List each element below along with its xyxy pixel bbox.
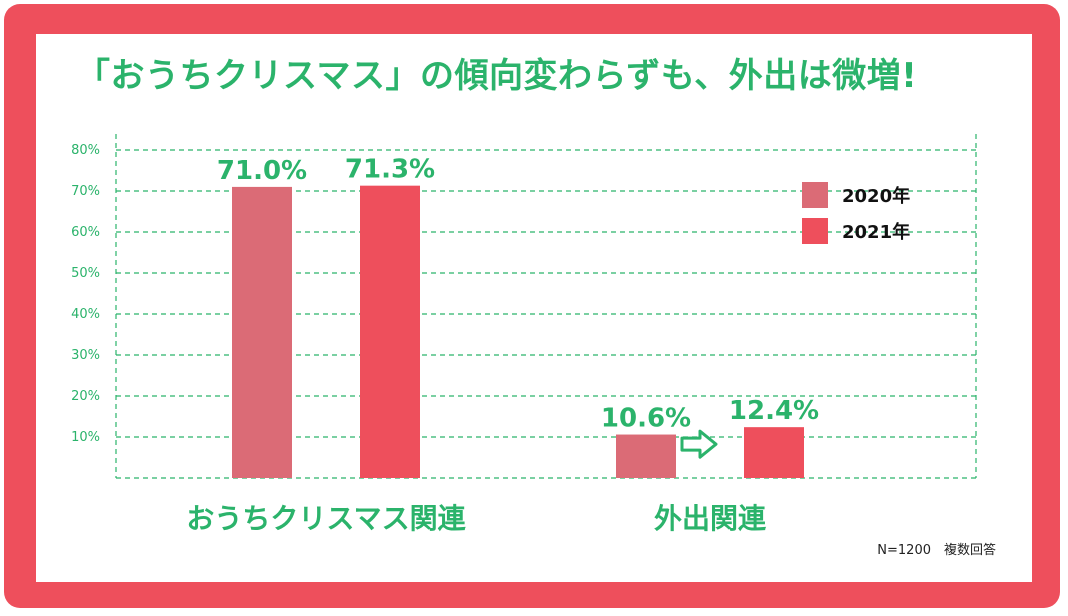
- data-label: 12.4%: [729, 396, 819, 426]
- data-label: 71.3%: [345, 155, 435, 185]
- right-arrow-icon: [680, 429, 718, 459]
- sample-note: N=1200 複数回答: [877, 543, 996, 558]
- data-labels: 71.0% 71.3% 10.6% 12.4%: [217, 155, 819, 434]
- y-tick-label: 20%: [71, 389, 100, 404]
- bar-2021年-おうちクリスマス関連: [360, 185, 420, 479]
- y-tick-label: 80%: [71, 143, 100, 158]
- bars: [232, 185, 804, 479]
- legend-swatch-2021年: [802, 218, 828, 244]
- x-axis: おうちクリスマス関連 外出関連: [186, 502, 767, 535]
- y-tick-label: 50%: [71, 266, 100, 281]
- arrow-shape: [680, 429, 718, 459]
- data-label: 10.6%: [601, 404, 691, 434]
- bar-2021年-外出関連: [744, 427, 804, 478]
- data-label: 71.0%: [217, 156, 307, 186]
- chart-panel: 「おうちクリスマス」の傾向変わらずも、外出は微増! 10% 20% 30% 40% 50…: [36, 34, 1032, 582]
- y-tick-label: 60%: [71, 225, 100, 240]
- bar-2020年-外出関連: [616, 434, 676, 478]
- bar-2020年-おうちクリスマス関連: [232, 186, 292, 478]
- y-tick-label: 40%: [71, 307, 100, 322]
- category-label: 外出関連: [654, 502, 767, 535]
- grid: [115, 134, 977, 479]
- legend-label: 2021年: [842, 221, 910, 243]
- bar-chart: 10% 20% 30% 40% 50% 60% 70% 80% 71.0% 71.3% 10.6%…: [71, 134, 977, 535]
- legend-label: 2020年: [842, 185, 910, 207]
- category-label: おうちクリスマス関連: [186, 502, 466, 535]
- y-tick-label: 30%: [71, 348, 100, 363]
- y-axis: 10% 20% 30% 40% 50% 60% 70% 80%: [71, 143, 100, 445]
- y-tick-label: 70%: [71, 184, 100, 199]
- legend-swatch-2020年: [802, 182, 828, 208]
- chart-title: 「おうちクリスマス」の傾向変わらずも、外出は微増!: [76, 56, 918, 96]
- y-tick-label: 10%: [71, 430, 100, 445]
- legend: 2020年 2021年: [802, 182, 910, 244]
